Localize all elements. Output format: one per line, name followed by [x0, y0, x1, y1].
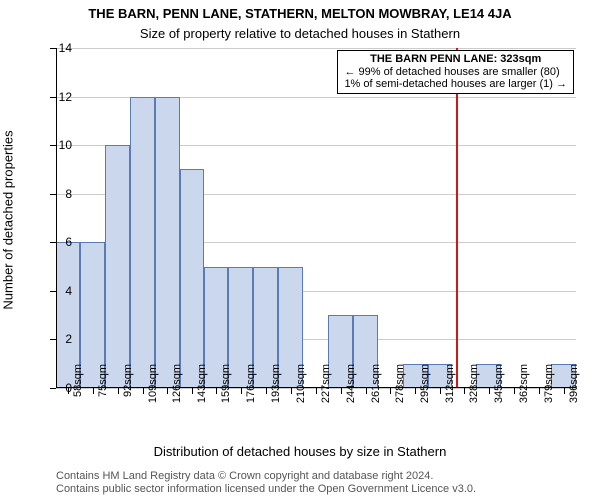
x-tick-label: 261sqm: [370, 364, 382, 424]
y-tick: [50, 194, 56, 195]
x-tick-label: 362sqm: [518, 364, 530, 424]
y-tick: [50, 388, 56, 389]
x-axis-title: Distribution of detached houses by size …: [0, 444, 600, 459]
x-tick: [216, 388, 217, 394]
x-tick-label: 345sqm: [493, 364, 505, 424]
x-tick: [118, 388, 119, 394]
x-tick: [440, 388, 441, 394]
x-tick-label: 92sqm: [122, 364, 134, 424]
x-tick-label: 109sqm: [147, 364, 159, 424]
x-tick: [539, 388, 540, 394]
x-tick-label: 210sqm: [295, 364, 307, 424]
chart-plot-area: THE BARN PENN LANE: 323sqm ← 99% of deta…: [56, 48, 576, 388]
x-tick: [415, 388, 416, 394]
footer-line1: Contains HM Land Registry data © Crown c…: [56, 470, 476, 483]
x-tick-label: 278sqm: [394, 364, 406, 424]
x-tick: [192, 388, 193, 394]
x-tick: [564, 388, 565, 394]
x-tick-label: 126sqm: [171, 364, 183, 424]
plot-border: [56, 48, 576, 388]
x-tick-label: 176sqm: [245, 364, 257, 424]
y-tick-label: 10: [59, 138, 72, 152]
y-tick-label: 12: [59, 90, 72, 104]
x-tick-label: 143sqm: [196, 364, 208, 424]
x-tick-label: 75sqm: [97, 364, 109, 424]
chart-title-line1: THE BARN, PENN LANE, STATHERN, MELTON MO…: [0, 6, 600, 21]
x-tick: [291, 388, 292, 394]
x-tick-label: 244sqm: [345, 364, 357, 424]
x-tick-label: 379sqm: [543, 364, 555, 424]
y-tick-label: 4: [65, 284, 72, 298]
x-tick-label: 227sqm: [320, 364, 332, 424]
x-tick-label: 58sqm: [72, 364, 84, 424]
x-tick: [266, 388, 267, 394]
x-tick-label: 328sqm: [468, 364, 480, 424]
y-tick: [50, 291, 56, 292]
y-tick-label: 2: [65, 332, 72, 346]
x-tick: [390, 388, 391, 394]
x-tick: [341, 388, 342, 394]
y-axis-title: Number of detached properties: [1, 130, 16, 309]
x-tick: [93, 388, 94, 394]
x-tick: [464, 388, 465, 394]
legend-box: THE BARN PENN LANE: 323sqm ← 99% of deta…: [337, 50, 574, 94]
legend-line2: ← 99% of detached houses are smaller (80…: [344, 66, 567, 79]
y-tick-label: 0: [65, 381, 72, 395]
x-tick: [241, 388, 242, 394]
x-tick-label: 193sqm: [270, 364, 282, 424]
y-tick: [50, 242, 56, 243]
x-tick: [167, 388, 168, 394]
x-tick: [366, 388, 367, 394]
y-tick: [50, 97, 56, 98]
y-tick-label: 14: [59, 41, 72, 55]
y-tick: [50, 339, 56, 340]
x-tick: [316, 388, 317, 394]
x-tick: [143, 388, 144, 394]
y-tick: [50, 145, 56, 146]
x-tick-label: 312sqm: [444, 364, 456, 424]
chart-title-line2: Size of property relative to detached ho…: [0, 26, 600, 41]
footer-line2: Contains public sector information licen…: [56, 483, 476, 496]
x-tick: [489, 388, 490, 394]
legend-line1: THE BARN PENN LANE: 323sqm: [344, 53, 567, 66]
x-tick-label: 396sqm: [568, 364, 580, 424]
legend-line3: 1% of semi-detached houses are larger (1…: [344, 78, 567, 91]
y-tick-label: 6: [65, 235, 72, 249]
x-tick-label: 295sqm: [419, 364, 431, 424]
y-tick: [50, 48, 56, 49]
footer-attribution: Contains HM Land Registry data © Crown c…: [56, 470, 476, 496]
x-tick: [514, 388, 515, 394]
x-tick-label: 159sqm: [220, 364, 232, 424]
y-tick-label: 8: [65, 187, 72, 201]
